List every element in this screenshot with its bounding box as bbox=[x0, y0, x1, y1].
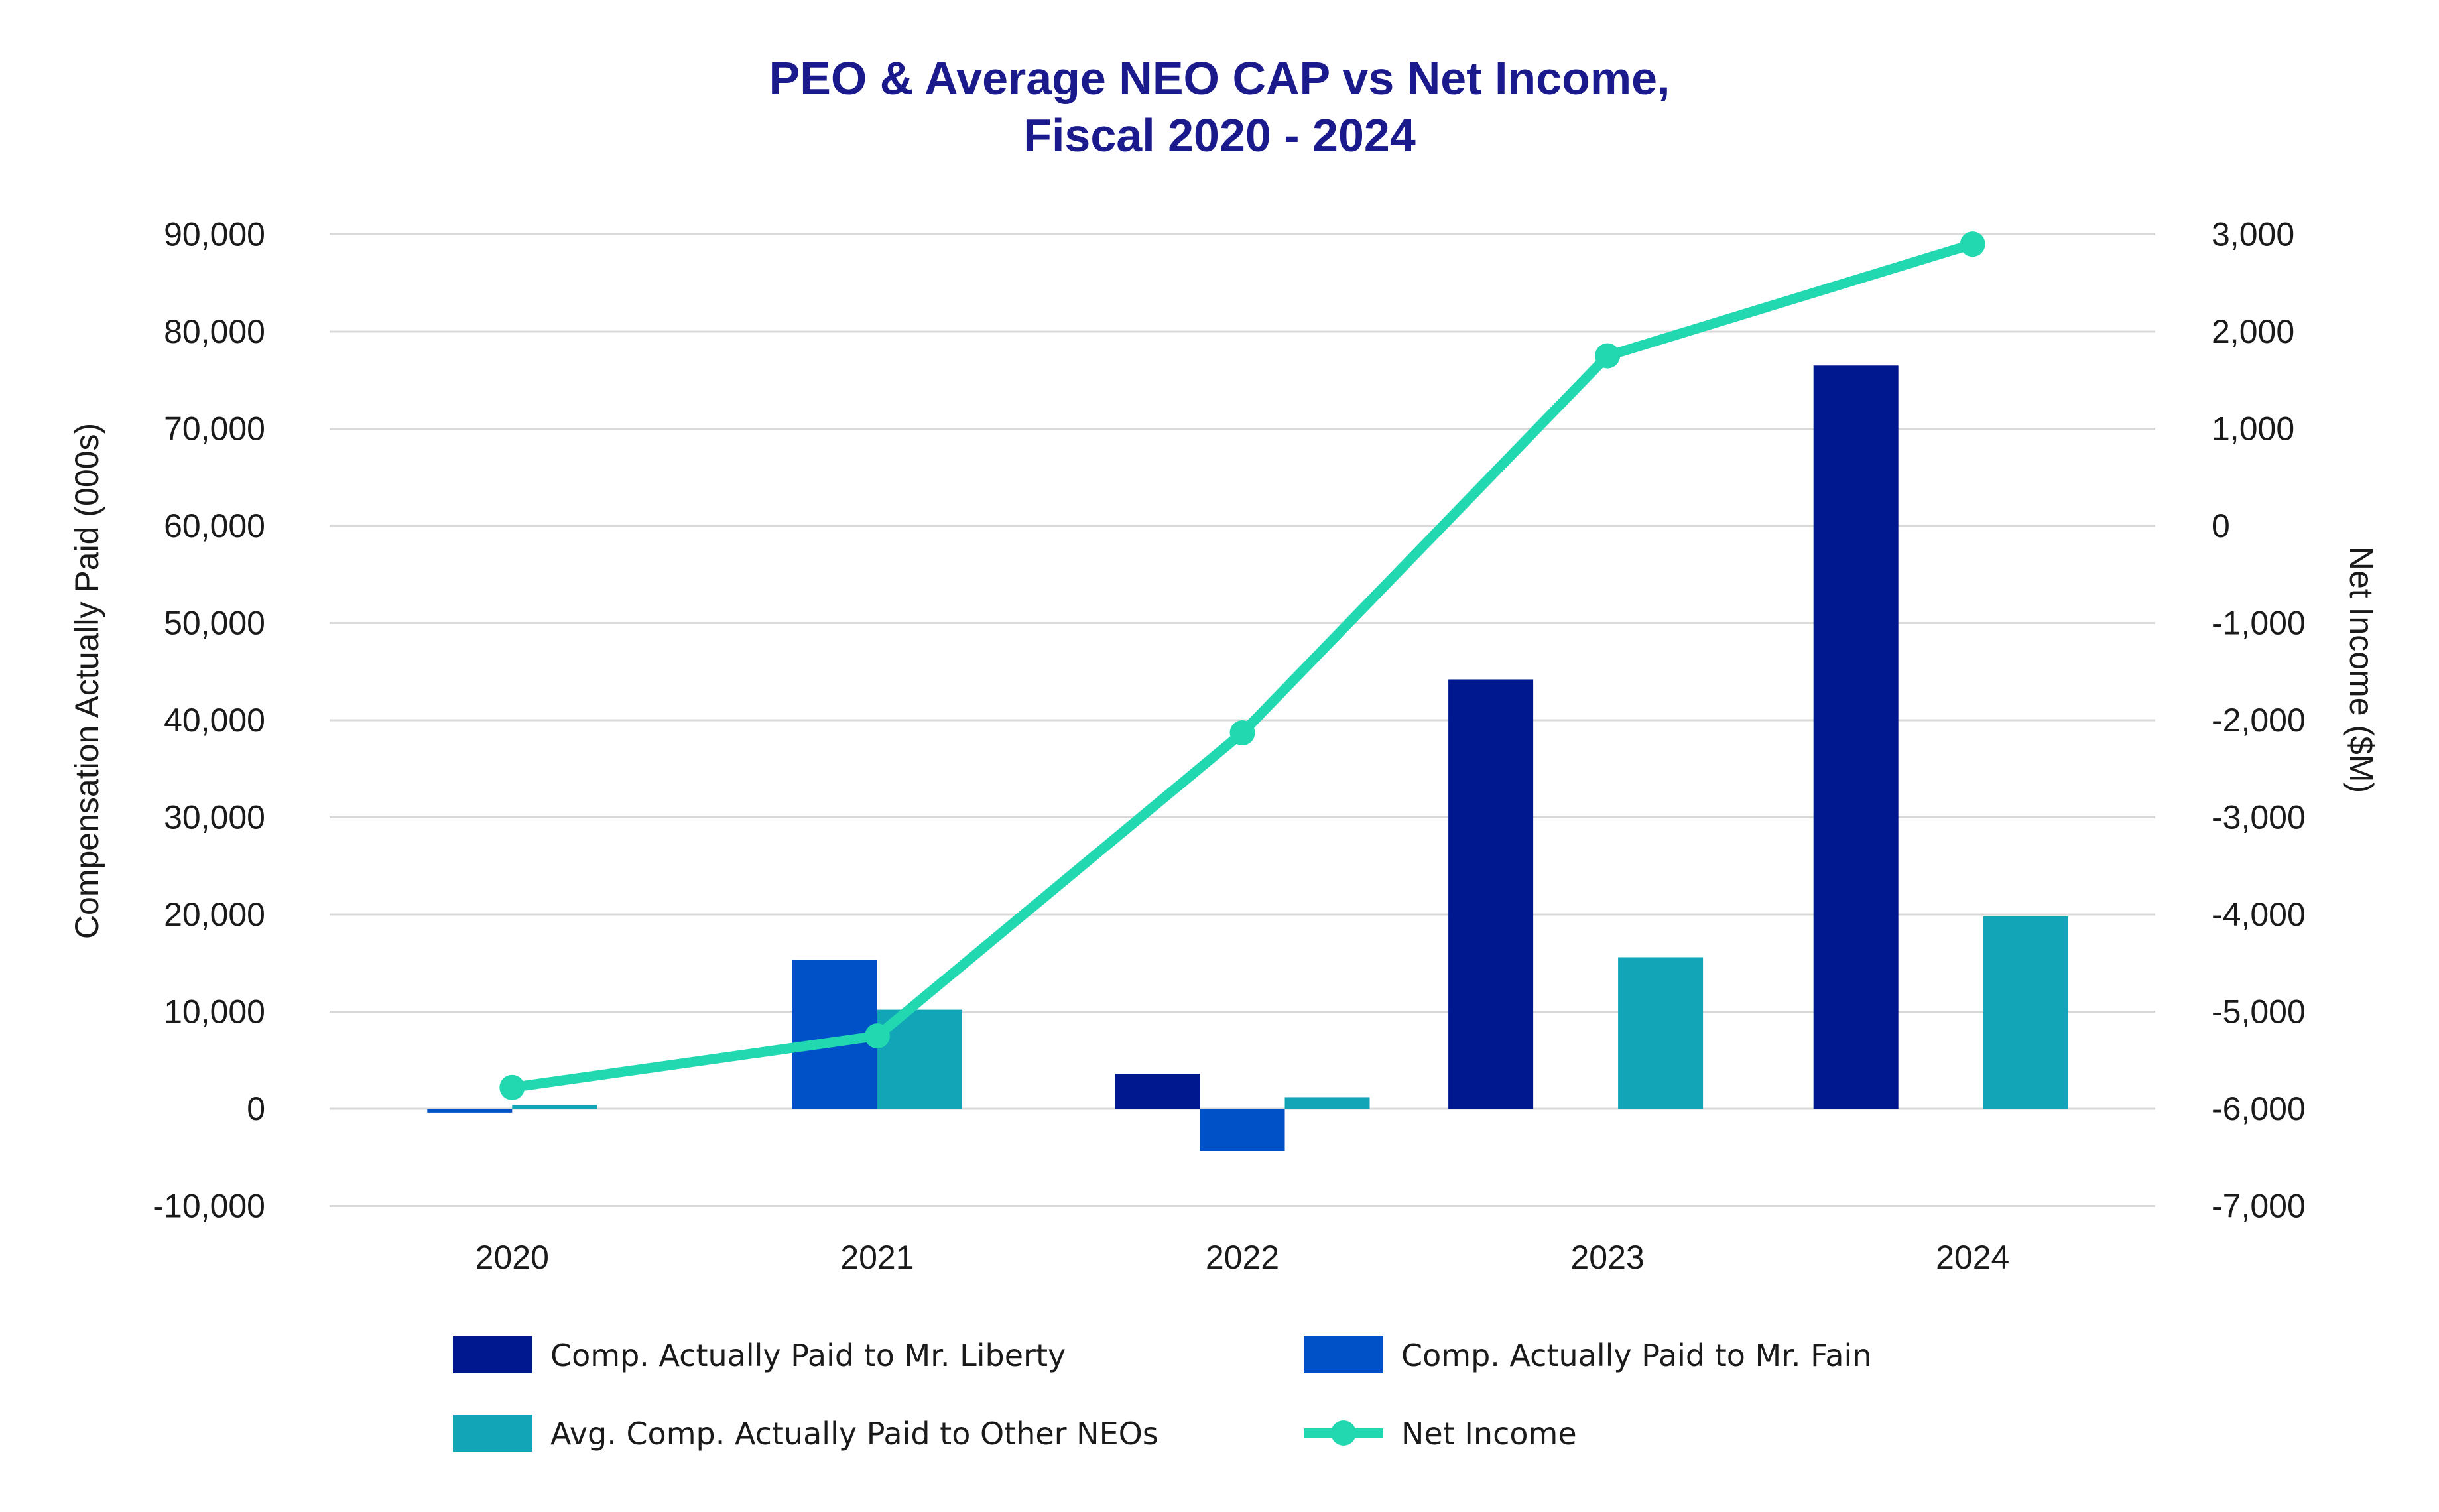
legend-marker-net-income bbox=[1331, 1420, 1356, 1446]
y-tick-label-right: -6,000 bbox=[2212, 1090, 2306, 1127]
bar-liberty bbox=[1115, 1074, 1200, 1109]
y-tick-label-right: 0 bbox=[2212, 507, 2230, 544]
y-tick-label-left: 10,000 bbox=[164, 993, 265, 1031]
axes: -10,000 0 10,000 20,000 30,000 40,000 50,000 60… bbox=[153, 216, 2305, 1277]
x-tick-label: 2020 bbox=[475, 1239, 549, 1276]
gridlines bbox=[330, 233, 2155, 1207]
y-tick-label-left: 70,000 bbox=[164, 410, 265, 448]
bar-liberty bbox=[1813, 365, 1899, 1109]
bar-other-neos bbox=[1284, 1097, 1370, 1109]
y-tick-label-left: 20,000 bbox=[164, 896, 265, 933]
net-income-point bbox=[864, 1023, 890, 1049]
y-tick-label-left: 60,000 bbox=[164, 507, 265, 544]
legend-label-net-income: Net Income bbox=[1401, 1416, 1577, 1452]
net-income-point bbox=[499, 1074, 525, 1100]
bar-other-neos bbox=[1618, 957, 1704, 1109]
legend: Comp. Actually Paid to Mr. Liberty Comp.… bbox=[453, 1336, 1872, 1452]
legend-label-other-neos: Avg. Comp. Actually Paid to Other NEOs bbox=[550, 1416, 1158, 1452]
y-tick-label-right: 3,000 bbox=[2212, 216, 2294, 253]
y-tick-label-right: 2,000 bbox=[2212, 313, 2294, 350]
y-tick-label-left: 90,000 bbox=[164, 216, 265, 253]
y-tick-label-right: -2,000 bbox=[2212, 702, 2306, 739]
y-tick-label-left: 50,000 bbox=[164, 605, 265, 642]
y-tick-label-left: 40,000 bbox=[164, 702, 265, 739]
y-tick-label-right: -7,000 bbox=[2212, 1188, 2306, 1225]
legend-label-fain: Comp. Actually Paid to Mr. Fain bbox=[1401, 1338, 1872, 1373]
chart-title-line-1: PEO & Average NEO CAP vs Net Income, bbox=[769, 52, 1670, 104]
y-tick-label-left: 80,000 bbox=[164, 313, 265, 350]
y-tick-label-right: -3,000 bbox=[2212, 799, 2306, 836]
y-tick-label-left: 0 bbox=[247, 1090, 265, 1127]
net-income-point bbox=[1960, 231, 1985, 257]
net-income-line-group bbox=[499, 231, 1985, 1100]
y-axis-title-right: Net Income ($M) bbox=[2343, 546, 2380, 793]
bar-fain bbox=[427, 1109, 513, 1113]
legend-swatch-other-neos bbox=[453, 1415, 532, 1452]
y-tick-label-right: -5,000 bbox=[2212, 993, 2306, 1031]
x-tick-label: 2021 bbox=[840, 1239, 914, 1276]
x-tick-label: 2024 bbox=[1936, 1239, 2009, 1276]
x-tick-label: 2022 bbox=[1206, 1239, 1279, 1276]
chart-title-line-2: Fiscal 2020 - 2024 bbox=[1023, 109, 1416, 161]
x-tick-label: 2023 bbox=[1570, 1239, 1644, 1276]
bar-other-neos bbox=[1983, 916, 2068, 1109]
y-tick-label-left: -10,000 bbox=[153, 1188, 265, 1225]
bar-other-neos bbox=[512, 1105, 597, 1109]
y-tick-label-right: -4,000 bbox=[2212, 896, 2306, 933]
legend-label-liberty: Comp. Actually Paid to Mr. Liberty bbox=[550, 1338, 1066, 1373]
legend-swatch-fain bbox=[1304, 1336, 1383, 1373]
bar-fain bbox=[1200, 1109, 1285, 1151]
bar-liberty bbox=[1448, 679, 1534, 1109]
legend-swatch-liberty bbox=[453, 1336, 532, 1373]
y-tick-label-left: 30,000 bbox=[164, 799, 265, 836]
net-income-line bbox=[507, 239, 1978, 1093]
bars bbox=[427, 365, 2068, 1151]
net-income-point bbox=[1595, 343, 1621, 369]
y-axis-title-left: Compensation Actually Paid (000s) bbox=[68, 423, 105, 939]
y-tick-label-right: -1,000 bbox=[2212, 605, 2306, 642]
y-tick-label-right: 1,000 bbox=[2212, 410, 2294, 448]
net-income-point bbox=[1229, 720, 1255, 746]
